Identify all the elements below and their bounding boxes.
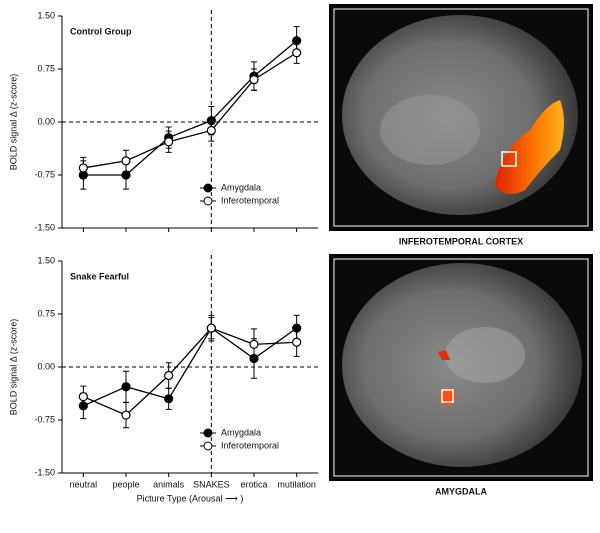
x-tick-label: SNAKES <box>193 479 230 489</box>
legend-marker <box>203 196 213 206</box>
y-tick-label: 0.75 <box>37 308 55 318</box>
y-axis-label: BOLD signal Δ (z-score) <box>8 74 18 171</box>
series-line <box>83 52 298 169</box>
data-point <box>121 382 131 392</box>
data-point <box>249 74 259 85</box>
image-caption: INFEROTEMPORAL CORTEX <box>399 236 523 246</box>
legend-label: Amygdala <box>221 182 261 192</box>
data-point <box>206 323 216 333</box>
data-point <box>249 339 259 349</box>
brain-image <box>329 254 593 481</box>
legend-marker <box>203 441 213 451</box>
y-tick-label: 1.50 <box>37 255 55 265</box>
x-tick-label: animals <box>153 479 185 489</box>
data-point <box>121 156 131 166</box>
series-line <box>83 327 297 416</box>
series-line <box>83 327 298 407</box>
data-point <box>292 48 302 58</box>
image-caption: AMYGDALA <box>435 486 487 496</box>
chart-title: Control Group <box>70 26 132 36</box>
y-tick-label: -0.75 <box>34 414 55 424</box>
data-point <box>164 394 174 404</box>
data-point <box>164 137 174 147</box>
x-tick-label: erotica <box>240 479 267 489</box>
data-point <box>78 163 88 173</box>
chart-title: Snake Fearful <box>70 271 129 281</box>
legend-label: Inferotemporal <box>221 440 279 450</box>
series-line <box>83 40 298 176</box>
data-point <box>121 410 131 420</box>
legend-label: Inferotemporal <box>221 195 279 205</box>
legend-label: Amygdala <box>221 427 261 437</box>
data-point <box>78 392 88 402</box>
legend-marker <box>203 428 213 438</box>
brain-image <box>329 4 593 231</box>
y-tick-label: -1.50 <box>34 222 55 232</box>
y-tick-label: 0.00 <box>37 116 55 126</box>
data-point <box>164 370 174 381</box>
data-point <box>206 125 216 136</box>
x-tick-label: mutilation <box>277 479 316 489</box>
data-point <box>292 337 302 347</box>
x-tick-label: people <box>112 479 139 489</box>
y-axis-label: BOLD signal Δ (z-score) <box>8 319 18 416</box>
legend-marker <box>203 183 213 193</box>
y-tick-label: -0.75 <box>34 169 55 179</box>
y-tick-label: -1.50 <box>34 467 55 477</box>
y-tick-label: 1.50 <box>37 10 55 20</box>
x-axis-label: Picture Type (Arousal ⟶ ) <box>137 493 244 503</box>
x-tick-label: neutral <box>70 479 98 489</box>
y-tick-label: 0.75 <box>37 63 55 73</box>
y-tick-label: 0.00 <box>37 361 55 371</box>
data-point <box>121 170 131 180</box>
